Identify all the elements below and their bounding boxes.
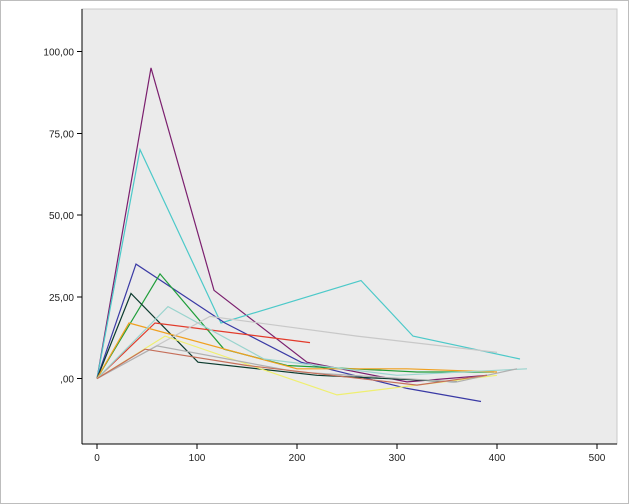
y-tick-label: 75,00	[49, 129, 74, 140]
series-line-8	[96, 305, 528, 380]
x-tick-label: 100	[189, 453, 206, 464]
y-tick-label: 50,00	[49, 211, 74, 222]
series-line-2	[96, 147, 521, 379]
y-ticks: ,00 25,00 50,00 75,00 100,00	[43, 48, 82, 386]
x-tick-label: 500	[589, 453, 606, 464]
series-layer	[96, 67, 528, 403]
y-tick-label: 100,00	[43, 48, 74, 59]
series-line-7	[96, 322, 498, 379]
series-line-12	[96, 348, 488, 386]
x-tick-label: 300	[389, 453, 406, 464]
series-line-6	[96, 322, 311, 380]
x-tick-label: 0	[94, 453, 100, 464]
x-tick-label: 400	[489, 453, 506, 464]
y-tick-label: ,00	[60, 375, 74, 386]
plot-area	[81, 8, 618, 445]
x-ticks: 0 100 200 300 400 500	[94, 444, 606, 464]
y-tick-label: 25,00	[49, 293, 74, 304]
series-line-5	[96, 292, 458, 383]
series-line-3	[96, 263, 482, 403]
series-line-1	[96, 67, 488, 383]
x-tick-label: 200	[289, 453, 306, 464]
series-line-11	[96, 345, 518, 383]
